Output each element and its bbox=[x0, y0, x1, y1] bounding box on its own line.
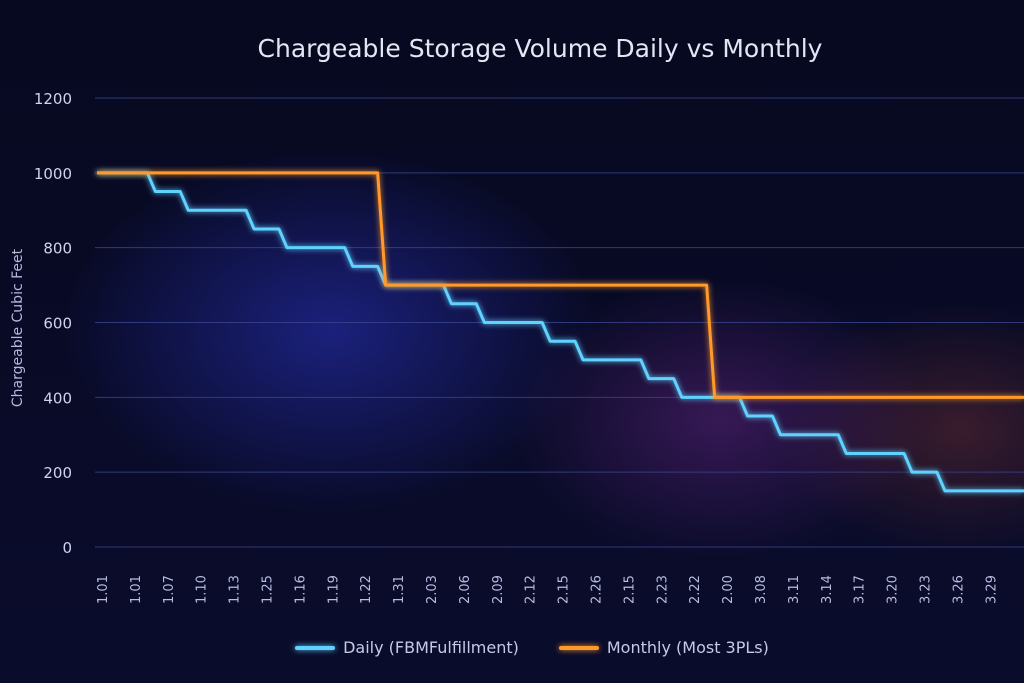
y-tick-label: 200 bbox=[43, 464, 72, 482]
legend-swatch-daily bbox=[295, 645, 336, 650]
x-tick-label: 2.06 bbox=[458, 575, 473, 604]
y-tick-label: 400 bbox=[43, 389, 72, 407]
x-tick-label: 1.22 bbox=[359, 575, 374, 604]
legend-item-daily: Daily (FBMFulfillment) bbox=[295, 638, 519, 657]
x-tick-label: 2.26 bbox=[590, 575, 605, 604]
x-tick-label: 1.25 bbox=[261, 575, 276, 604]
y-tick-label: 800 bbox=[43, 240, 72, 258]
x-tick-label: 2.22 bbox=[688, 575, 703, 604]
x-tick-label: 2.09 bbox=[491, 575, 506, 604]
x-tick-label: 1.01 bbox=[129, 575, 144, 604]
legend: Daily (FBMFulfillment) Monthly (Most 3PL… bbox=[0, 638, 1024, 657]
x-tick-label: 3.29 bbox=[984, 575, 999, 604]
x-tick-label: 2.15 bbox=[622, 575, 637, 604]
x-tick-label: 2.03 bbox=[425, 575, 440, 604]
y-tick-label: 1000 bbox=[34, 165, 72, 183]
chart-title: Chargeable Storage Volume Daily vs Month… bbox=[257, 34, 823, 63]
x-tick-label: 3.14 bbox=[820, 575, 835, 604]
x-tick-label: 1.10 bbox=[195, 575, 210, 604]
x-tick-label: 1.13 bbox=[228, 575, 243, 604]
x-tick-label: 3.08 bbox=[754, 575, 769, 604]
x-tick-label: 3.23 bbox=[919, 575, 934, 604]
x-tick-label: 3.26 bbox=[951, 575, 966, 604]
legend-label-daily: Daily (FBMFulfillment) bbox=[343, 638, 519, 657]
x-tick-label: 1.31 bbox=[392, 575, 407, 604]
x-tick-label: 1.07 bbox=[162, 575, 177, 604]
y-tick-label: 600 bbox=[43, 315, 72, 333]
x-tick-label: 2.00 bbox=[721, 575, 736, 604]
x-tick-label: 1.01 bbox=[96, 575, 111, 604]
y-tick-label: 1200 bbox=[34, 90, 72, 108]
x-tick-label: 2.15 bbox=[557, 575, 572, 604]
x-tick-label: 3.11 bbox=[787, 575, 802, 604]
monthly-series-line bbox=[97, 171, 1024, 399]
legend-label-monthly: Monthly (Most 3PLs) bbox=[606, 638, 769, 657]
daily-series-line bbox=[97, 171, 1024, 493]
x-tick-label: 2.23 bbox=[655, 575, 670, 604]
x-tick-label: 1.16 bbox=[293, 575, 308, 604]
x-tick-label: 3.17 bbox=[853, 575, 868, 604]
y-tick-label: 0 bbox=[62, 539, 72, 557]
x-tick-label: 1.19 bbox=[326, 575, 341, 604]
x-tick-label: 2.12 bbox=[524, 575, 539, 604]
legend-item-monthly: Monthly (Most 3PLs) bbox=[558, 638, 769, 657]
x-tick-label: 3.20 bbox=[886, 575, 901, 604]
legend-swatch-monthly bbox=[558, 645, 599, 650]
